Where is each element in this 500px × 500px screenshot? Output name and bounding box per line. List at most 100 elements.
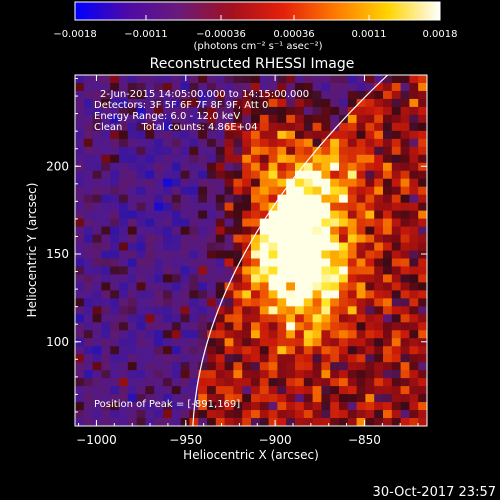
heatmap-cell (365, 106, 375, 116)
heatmap-cell (119, 370, 129, 379)
heatmap-cell (207, 154, 217, 164)
heatmap-cell (163, 386, 173, 395)
heatmap-cell (321, 154, 331, 164)
heatmap-cell (312, 250, 322, 260)
heatmap-cell (356, 290, 366, 299)
heatmap-cell (101, 314, 111, 323)
heatmap-cell (233, 266, 243, 276)
heatmap-cell (391, 378, 402, 387)
heatmap-cell (374, 290, 384, 299)
heatmap-cell (356, 154, 366, 164)
heatmap-cell (145, 170, 155, 180)
heatmap-cell (198, 178, 208, 188)
heatmap-cell (409, 378, 419, 387)
heatmap-cell (295, 194, 305, 204)
heatmap-cell (347, 266, 358, 276)
heatmap-cell (154, 186, 164, 196)
heatmap-cell (295, 354, 305, 363)
heatmap-cell (127, 282, 138, 291)
heatmap-cell (110, 242, 120, 252)
heatmap-cell (383, 402, 393, 411)
heatmap-cell (277, 242, 287, 252)
heatmap-cell (207, 234, 217, 244)
heatmap-cell (330, 194, 340, 204)
heatmap-cell (180, 234, 190, 244)
heatmap-cell (295, 122, 305, 132)
heatmap-cell (365, 290, 375, 299)
heatmap-cell (268, 138, 278, 148)
heatmap-cell (286, 186, 296, 196)
heatmap-cell (347, 386, 358, 395)
heatmap-cell (215, 154, 226, 164)
heatmap-cell (347, 82, 358, 92)
heatmap-cell (356, 394, 366, 403)
heatmap-cell (154, 378, 164, 387)
heatmap-cell (163, 298, 173, 307)
heatmap-cell (277, 138, 287, 148)
heatmap-cell (171, 258, 182, 268)
heatmap-cell (259, 202, 270, 212)
heatmap-cell (251, 250, 261, 260)
heatmap-cell (180, 146, 190, 156)
heatmap-cell (347, 138, 358, 148)
heatmap-cell (154, 170, 164, 180)
heatmap-cell (127, 154, 138, 164)
heatmap-cell (215, 290, 226, 299)
heatmap-cell (295, 410, 305, 419)
heatmap-cell (383, 194, 393, 204)
heatmap-cell (189, 202, 199, 212)
heatmap-cell (163, 362, 173, 371)
heatmap-cell (145, 354, 155, 363)
heatmap-cell (75, 394, 85, 403)
heatmap-cell (154, 346, 164, 355)
heatmap-cell (339, 330, 349, 339)
heatmap-cell (145, 234, 155, 244)
heatmap-cell (136, 170, 146, 180)
heatmap-cell (75, 170, 85, 180)
heatmap-cell (268, 306, 278, 315)
heatmap-cell (119, 234, 129, 244)
heatmap-cell (303, 362, 314, 371)
heatmap-cell (259, 402, 270, 411)
heatmap-cell (400, 378, 410, 387)
heatmap-cell (268, 354, 278, 363)
heatmap-cell (356, 98, 366, 108)
heatmap-cell (224, 314, 234, 323)
heatmap-cell (83, 418, 94, 426)
heatmap-cell (312, 322, 322, 331)
heatmap-cell (347, 290, 358, 299)
heatmap-cell (330, 378, 340, 387)
heatmap-cell (321, 362, 331, 371)
heatmap-cell (391, 194, 402, 204)
heatmap-cell (339, 354, 349, 363)
heatmap-cell (391, 234, 402, 244)
heatmap-cell (259, 154, 270, 164)
heatmap-cell (110, 394, 120, 403)
heatmap-cell (75, 322, 85, 331)
heatmap-cell (251, 234, 261, 244)
heatmap-cell (207, 298, 217, 307)
heatmap-cell (374, 75, 384, 84)
heatmap-cell (242, 370, 252, 379)
heatmap-cell (400, 98, 410, 108)
y-axis-label: Heliocentric Y (arcsec) (25, 183, 39, 318)
heatmap-cell (101, 394, 111, 403)
heatmap-cell (101, 138, 111, 148)
heatmap-cell (224, 370, 234, 379)
heatmap-cell (171, 202, 182, 212)
heatmap-cell (312, 154, 322, 164)
heatmap-cell (233, 370, 243, 379)
heatmap-cell (171, 290, 182, 299)
heatmap-cell (374, 338, 384, 347)
heatmap-cell (268, 266, 278, 276)
heatmap-cell (198, 186, 208, 196)
heatmap-cell (286, 266, 296, 276)
y-tick-label: 200 (46, 159, 69, 173)
heatmap-cell (286, 162, 296, 172)
heatmap-cell (356, 130, 366, 140)
heatmap-cell (92, 322, 102, 331)
clean-counts-annotation: Clean Total counts: 4.86E+04 (94, 122, 258, 133)
heatmap-cell (251, 258, 261, 268)
heatmap-cell (136, 130, 146, 140)
heatmap-cell (233, 274, 243, 284)
